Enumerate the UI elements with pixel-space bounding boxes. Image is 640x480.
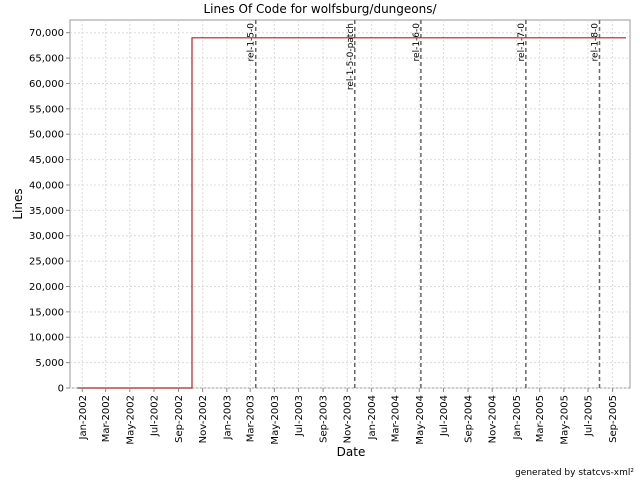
x-tick-label: Nov-2004: [488, 395, 499, 443]
x-tick-label: Jan-2004: [367, 395, 378, 440]
x-tick-label: May-2005: [559, 395, 570, 445]
y-tick-label: 25,000: [29, 257, 64, 268]
y-tick-label: 65,000: [29, 54, 64, 65]
x-tick-label: Nov-2002: [198, 395, 209, 443]
series-line: [77, 37, 626, 389]
y-tick-label: 40,000: [29, 180, 64, 191]
y-axis-label: Lines: [11, 188, 25, 219]
tag-label: rel-1-7-0: [517, 23, 527, 62]
x-tick-label: Mar-2004: [391, 395, 402, 442]
x-tick-label: Jul-2002: [149, 395, 160, 437]
x-tick-label: Nov-2003: [343, 395, 354, 443]
y-tick-label: 15,000: [29, 307, 64, 318]
y-tick-label: 45,000: [29, 155, 64, 166]
tag-markers: rel-1-5-0 rel-1-5-0-patch rel-1-6-0 rel-1-7…: [247, 20, 601, 388]
x-tick-label: Jan-2003: [222, 395, 233, 440]
x-tick-label: Mar-2005: [535, 395, 546, 442]
tag-label: rel-1-8-0: [591, 23, 601, 62]
grid: [70, 20, 630, 389]
y-tick-label: 50,000: [29, 130, 64, 141]
tag-label: rel-1-6-0: [412, 23, 422, 62]
y-tick-label: 35,000: [29, 206, 64, 217]
generated-by-note: generated by statcvs-xml²: [515, 468, 634, 478]
x-tick-label: Jan-2005: [512, 395, 523, 440]
y-tick-label: 10,000: [29, 333, 64, 344]
x-tick-label: Mar-2003: [246, 395, 257, 442]
x-tick-label: Sep-2005: [608, 395, 619, 443]
x-tick-label: Jul-2003: [294, 395, 305, 437]
x-tick-label: May-2004: [415, 395, 426, 445]
tag-label: rel-1-5-0-patch: [346, 23, 356, 90]
x-axis-ticks: Jan-2002 Mar-2002 May-2002 Jul-2002 Sep-2002…: [78, 388, 619, 445]
x-tick-label: May-2002: [125, 395, 136, 445]
y-tick-label: 70,000: [29, 28, 64, 39]
x-tick-label: Sep-2002: [174, 395, 185, 443]
chart-title: Lines Of Code for wolfsburg/dungeons/: [203, 2, 437, 16]
x-tick-label: Sep-2004: [464, 395, 475, 443]
x-tick-label: Jul-2004: [439, 395, 450, 437]
x-tick-label: Jul-2005: [584, 395, 595, 437]
x-tick-label: Jan-2002: [78, 395, 89, 440]
y-tick-label: 55,000: [29, 104, 64, 115]
series-layer: [77, 37, 626, 389]
x-tick-label: Sep-2003: [319, 395, 330, 443]
x-tick-label: May-2003: [270, 395, 281, 445]
plot-area: [69, 19, 631, 389]
x-tick-label: Mar-2002: [101, 395, 112, 442]
y-tick-label: 0: [58, 384, 64, 395]
y-tick-label: 5,000: [35, 358, 64, 369]
y-axis-ticks: 0 5,000 10,000 15,000 20,000 25,000 30,000 35,0…: [29, 28, 70, 395]
x-axis-label: Date: [337, 445, 366, 459]
y-tick-label: 60,000: [29, 79, 64, 90]
tag-label: rel-1-5-0: [247, 23, 257, 62]
y-tick-label: 20,000: [29, 282, 64, 293]
y-tick-label: 30,000: [29, 231, 64, 242]
